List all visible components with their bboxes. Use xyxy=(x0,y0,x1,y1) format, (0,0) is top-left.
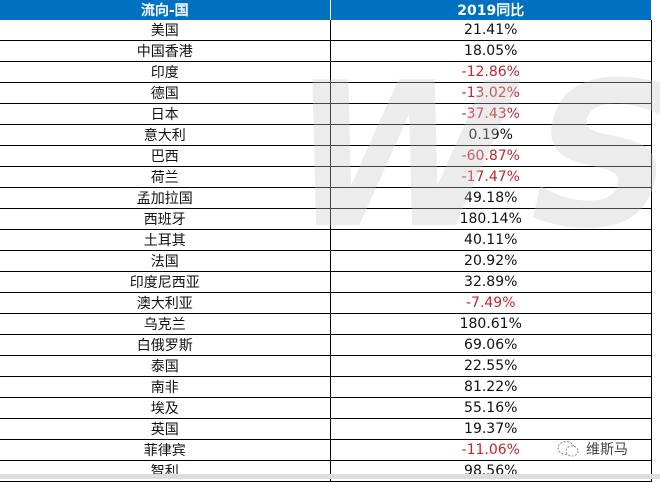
country-cell: 中国香港 xyxy=(0,40,331,62)
yoy-cell: 21.41% xyxy=(330,20,652,41)
table-row: 乌克兰 180.61% xyxy=(0,313,652,335)
country-cell: 荷兰 xyxy=(0,166,331,188)
country-cell: 土耳其 xyxy=(0,229,331,251)
yoy-cell: 32.89% xyxy=(330,271,652,293)
table-row: 泰国 22.55% xyxy=(0,355,652,377)
table-row: 澳大利亚 -7.49% xyxy=(0,292,652,314)
brand-watermark: 维斯马 xyxy=(556,439,628,459)
country-cell: 美国 xyxy=(0,20,331,41)
table-row: 英国 19.37% xyxy=(0,418,652,440)
bottom-strip xyxy=(0,474,660,479)
country-cell: 英国 xyxy=(0,418,331,440)
country-cell: 德国 xyxy=(0,82,331,104)
yoy-cell: 55.16% xyxy=(330,397,652,419)
table-row: 菲律宾 -11.06% xyxy=(0,439,652,461)
yoy-cell: 22.55% xyxy=(330,355,652,377)
yoy-cell: 40.11% xyxy=(330,229,652,251)
country-cell: 日本 xyxy=(0,103,331,125)
table-row: 土耳其 40.11% xyxy=(0,229,652,251)
table-row: 印度 -12.86% xyxy=(0,61,652,83)
table-row: 南非 81.22% xyxy=(0,376,652,398)
country-cell: 澳大利亚 xyxy=(0,292,331,314)
country-cell: 泰国 xyxy=(0,355,331,377)
yoy-cell: 69.06% xyxy=(330,334,652,356)
table-row: 美国 21.41% xyxy=(0,20,652,41)
yoy-cell: -12.86% xyxy=(330,61,652,83)
country-cell: 孟加拉国 xyxy=(0,187,331,209)
yoy-cell: 180.14% xyxy=(330,208,652,230)
header-country: 流向-国 xyxy=(0,0,331,20)
table-row: 意大利 0.19% xyxy=(0,124,652,146)
country-cell: 法国 xyxy=(0,250,331,272)
header-yoy: 2019同比 xyxy=(330,0,652,20)
country-cell: 印度尼西亚 xyxy=(0,271,331,293)
table-row: 荷兰 -17.47% xyxy=(0,166,652,188)
table-row: 埃及 55.16% xyxy=(0,397,652,419)
table-row: 白俄罗斯 69.06% xyxy=(0,334,652,356)
table-row: 西班牙 180.14% xyxy=(0,208,652,230)
brand-name: 维斯马 xyxy=(586,442,628,458)
table-row: 日本 -37.43% xyxy=(0,103,652,125)
wechat-icon xyxy=(557,441,579,457)
yoy-cell: -13.02% xyxy=(330,82,652,104)
country-cell: 白俄罗斯 xyxy=(0,334,331,356)
country-cell: 西班牙 xyxy=(0,208,331,230)
country-cell: 菲律宾 xyxy=(0,439,331,461)
yoy-cell: -7.49% xyxy=(330,292,652,314)
country-cell: 印度 xyxy=(0,61,331,83)
yoy-cell: 19.37% xyxy=(330,418,652,440)
yoy-cell: 180.61% xyxy=(330,313,652,335)
country-cell: 乌克兰 xyxy=(0,313,331,335)
yoy-cell: -17.47% xyxy=(330,166,652,188)
table-row: 印度尼西亚 32.89% xyxy=(0,271,652,293)
table-row: 孟加拉国 49.18% xyxy=(0,187,652,209)
yoy-cell: -37.43% xyxy=(330,103,652,125)
table-row: 德国 -13.02% xyxy=(0,82,652,104)
country-cell: 意大利 xyxy=(0,124,331,146)
table-row: 法国 20.92% xyxy=(0,250,652,272)
yoy-cell: 0.19% xyxy=(330,124,652,146)
yoy-cell: 49.18% xyxy=(330,187,652,209)
country-cell: 南非 xyxy=(0,376,331,398)
country-cell: 埃及 xyxy=(0,397,331,419)
table-row: 巴西 -60.87% xyxy=(0,145,652,167)
country-cell: 巴西 xyxy=(0,145,331,167)
yoy-cell: 20.92% xyxy=(330,250,652,272)
yoy-cell: 81.22% xyxy=(330,376,652,398)
table-row: 中国香港 18.05% xyxy=(0,40,652,62)
yoy-cell: -60.87% xyxy=(330,145,652,167)
yoy-cell: 18.05% xyxy=(330,40,652,62)
